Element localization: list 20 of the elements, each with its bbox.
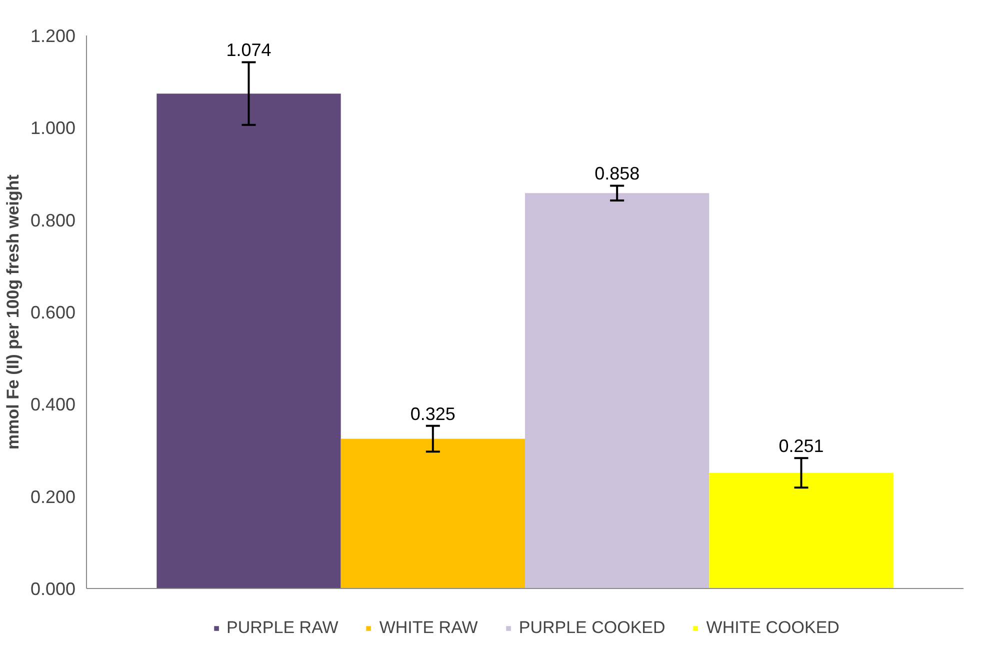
y-tick-label: 0.600: [30, 302, 76, 322]
y-axis-title: mmol Fe (II) per 100g fresh weight: [3, 174, 22, 450]
bar: [525, 193, 710, 588]
y-tick-label: 0.000: [30, 579, 76, 599]
y-tick-label: 1.200: [30, 26, 76, 46]
data-label: 1.074: [226, 40, 272, 60]
bar: [709, 472, 894, 588]
y-tick-label: 0.800: [30, 210, 76, 230]
y-tick-label: 0.400: [30, 394, 76, 415]
legend-label: WHITE RAW: [379, 618, 478, 638]
legend-label: PURPLE RAW: [226, 618, 338, 638]
bar: [340, 438, 525, 588]
bar: [156, 94, 341, 588]
legend-label: WHITE COOKED: [706, 618, 840, 638]
legend-label: PURPLE COOKED: [518, 618, 666, 638]
y-tick-label: 0.200: [30, 486, 76, 507]
data-label: 0.325: [410, 404, 456, 424]
y-tick-label: 1.000: [30, 118, 76, 138]
data-label: 0.858: [594, 164, 640, 184]
data-label: 0.251: [778, 436, 824, 456]
